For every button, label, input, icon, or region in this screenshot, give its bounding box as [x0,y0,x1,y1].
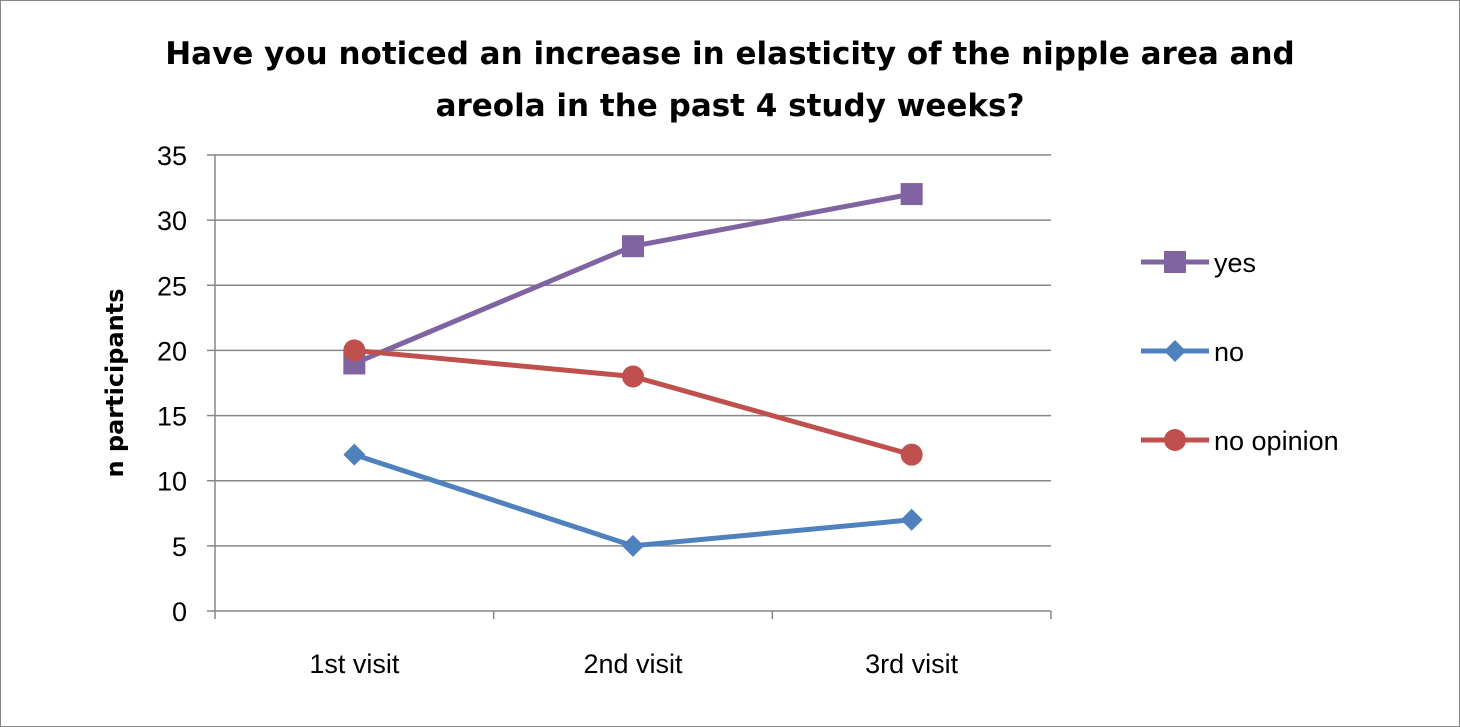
legend-label-yes: yes [1214,248,1256,278]
series-no-opinion [343,339,923,466]
y-tick-label: 10 [157,467,187,497]
legend-label-no: no [1214,337,1244,367]
series-no [343,443,923,557]
y-tick-label: 30 [157,206,187,236]
legend-item-yes: yes [1141,248,1256,278]
x-tick-label: 2nd visit [583,649,683,679]
y-axis-ticks: 0 5 10 15 20 25 30 35 [157,141,215,627]
y-tick-label: 5 [172,532,187,562]
chart-title-line-1: Have you noticed an increase in elastici… [165,36,1295,72]
series-yes [343,183,923,375]
data-point-no [343,443,366,466]
legend-marker-yes [1164,251,1186,273]
data-point-no-opinion [622,365,644,388]
legend: yes no no opinion [1141,248,1339,456]
legend-label-no-opinion: no opinion [1214,426,1339,456]
y-tick-label: 25 [157,271,187,301]
chart-title: Have you noticed an increase in elastici… [130,28,1330,132]
series-group [343,183,923,557]
y-tick-label: 20 [157,336,187,366]
y-tick-label: 0 [172,597,187,627]
data-point-no-opinion [343,339,366,362]
x-tick-label: 3rd visit [865,649,959,679]
legend-marker-no-opinion [1164,429,1186,451]
legend-item-no: no [1141,337,1244,367]
grid-lines [215,154,1051,547]
legend-marker-no [1164,340,1186,362]
data-point-yes [900,183,923,206]
data-point-no-opinion [900,443,923,466]
series-line-no [351,452,915,549]
data-point-no [900,508,923,531]
y-tick-label: 35 [157,141,187,171]
x-tick-label: 1st visit [309,649,400,679]
legend-item-no-opinion: no opinion [1141,426,1339,456]
chart-title-line-2: areola in the past 4 study weeks? [435,88,1025,124]
y-axis-title: n participants [101,288,129,477]
y-tick-label: 15 [157,402,187,432]
x-axis-ticks: 1st visit 2nd visit 3rd visit [214,611,1052,679]
axes [214,155,1051,612]
data-point-no [622,534,644,557]
data-point-yes [622,235,644,258]
